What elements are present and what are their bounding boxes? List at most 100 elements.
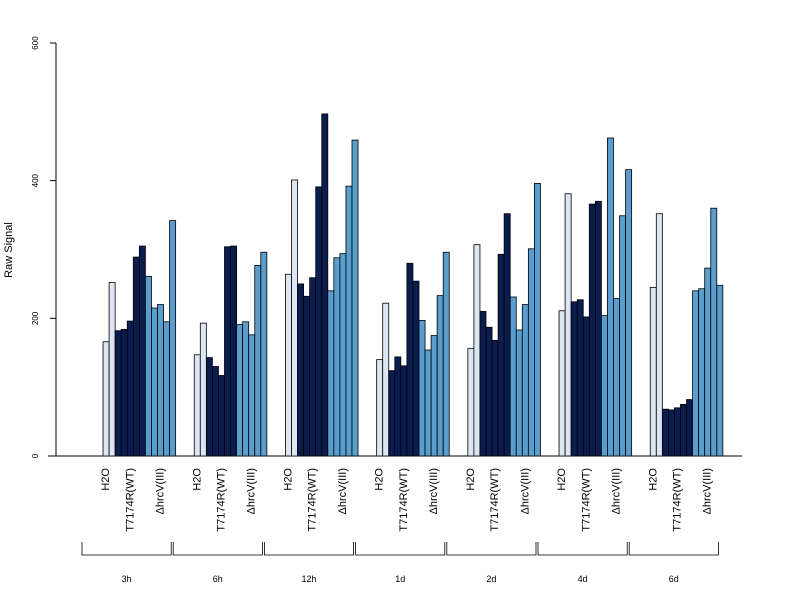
group-label: 6h xyxy=(213,574,223,584)
y-axis: 0 200 400 600 xyxy=(31,36,57,458)
bar xyxy=(491,339,499,457)
x-labels: H2O T7174R(WT) ΔhrcV(III) H2O T7174R(WT) Δhrc… xyxy=(100,468,714,532)
bar xyxy=(564,193,572,457)
x-tick-label: T7174R(WT) xyxy=(215,468,227,532)
group-label: 1d xyxy=(395,574,405,584)
bar xyxy=(424,349,432,457)
group-label: 2d xyxy=(486,574,496,584)
bar xyxy=(570,301,578,457)
x-tick-label: H2O xyxy=(100,468,112,491)
bar xyxy=(582,316,590,457)
bar xyxy=(236,324,244,457)
bar xyxy=(698,288,706,457)
bar xyxy=(388,370,396,457)
bar xyxy=(649,286,657,457)
group-bracket xyxy=(628,542,719,556)
x-tick-label: T7174R(WT) xyxy=(580,468,592,532)
bar xyxy=(412,280,420,457)
bar xyxy=(674,407,681,457)
bar xyxy=(442,251,450,457)
group-label: 12h xyxy=(301,574,316,584)
bar xyxy=(479,311,487,457)
bar xyxy=(710,207,718,457)
bar xyxy=(285,273,292,457)
bar xyxy=(120,328,128,457)
bar xyxy=(655,213,663,457)
y-tick-label: 200 xyxy=(31,311,40,325)
bar xyxy=(527,248,535,457)
bar xyxy=(260,251,268,457)
bar xyxy=(382,302,390,457)
y-tick-label: 400 xyxy=(31,173,40,187)
bar xyxy=(716,284,724,457)
bar xyxy=(108,282,116,457)
bar xyxy=(297,283,304,457)
bar xyxy=(509,296,517,457)
bar xyxy=(254,264,262,457)
bar xyxy=(333,257,341,457)
bar xyxy=(406,262,414,457)
bar xyxy=(588,203,596,457)
bar xyxy=(218,375,225,457)
bar xyxy=(418,319,426,457)
group-bracket xyxy=(172,542,263,556)
bar xyxy=(327,290,335,457)
bar xyxy=(132,256,140,457)
bar xyxy=(138,245,146,457)
bar xyxy=(485,326,493,457)
bar xyxy=(400,365,408,457)
bar xyxy=(686,399,693,457)
bar xyxy=(303,295,311,457)
bar xyxy=(503,213,511,457)
x-tick-label: ΔhrcV(III) xyxy=(702,468,714,514)
bar xyxy=(291,179,298,457)
group-bracket xyxy=(446,542,537,556)
bar xyxy=(315,186,323,457)
bar xyxy=(558,310,566,457)
y-axis-label: Raw Signal xyxy=(3,222,15,278)
group-bracket xyxy=(81,542,172,556)
group-bracket xyxy=(355,542,446,556)
bar xyxy=(601,315,608,457)
bar xyxy=(467,348,475,457)
y-tick-label: 600 xyxy=(31,36,40,50)
bar xyxy=(436,295,444,457)
bar xyxy=(114,330,122,457)
group-label: 4d xyxy=(578,574,588,584)
bar xyxy=(534,183,541,457)
x-tick-label: H2O xyxy=(191,468,203,491)
group-brackets: 3h 6h 12h 1d 2d 4d 6d xyxy=(81,542,719,584)
bar xyxy=(151,307,158,457)
x-tick-label: ΔhrcV(III) xyxy=(611,468,623,514)
bar xyxy=(661,408,669,457)
bar xyxy=(157,304,164,457)
bar xyxy=(351,139,359,457)
x-tick-label: ΔhrcV(III) xyxy=(337,468,349,514)
x-tick-label: ΔhrcV(III) xyxy=(155,468,167,514)
y-tick-label: 0 xyxy=(31,453,40,458)
x-tick-label: T7174R(WT) xyxy=(307,468,319,532)
x-tick-label: H2O xyxy=(465,468,477,491)
bar xyxy=(497,253,505,457)
bar xyxy=(607,137,614,457)
bar xyxy=(126,320,134,457)
bar xyxy=(205,357,213,457)
bar xyxy=(193,354,201,457)
bar xyxy=(199,322,207,457)
bar xyxy=(576,299,584,457)
bar xyxy=(309,277,317,457)
bar xyxy=(680,403,687,457)
x-tick-label: H2O xyxy=(374,468,386,491)
x-tick-label: H2O xyxy=(556,468,568,491)
bar xyxy=(473,244,481,457)
bars xyxy=(102,113,724,457)
bar xyxy=(704,267,712,457)
bar xyxy=(619,215,626,457)
bar xyxy=(169,220,177,457)
bar xyxy=(430,335,438,457)
x-tick-label: T7174R(WT) xyxy=(489,468,501,532)
group-label: 3h xyxy=(122,574,132,584)
bar xyxy=(521,304,529,457)
group-bracket xyxy=(264,542,354,556)
